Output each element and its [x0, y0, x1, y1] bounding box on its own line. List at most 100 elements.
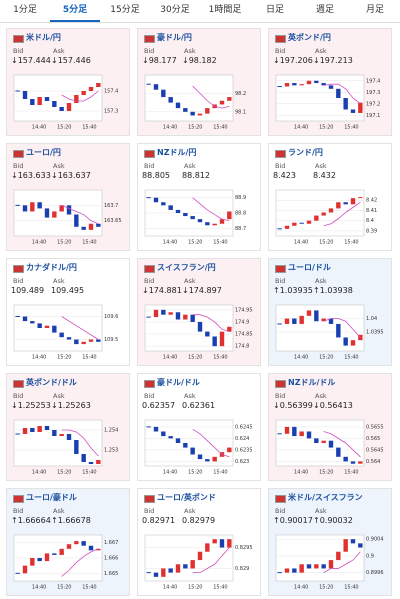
candle: [205, 331, 210, 337]
candle: [299, 315, 304, 324]
x-tick-label: 15:40: [82, 125, 96, 131]
y-tick-label: 0.8295: [235, 545, 253, 551]
tab[interactable]: 週足: [315, 5, 334, 15]
tab[interactable]: 30分足: [160, 5, 190, 15]
mini-chart: 98.1 98.2 14:40 15:20 15:40: [144, 74, 246, 131]
ask-label: Ask: [53, 277, 65, 285]
tab[interactable]: 5分足: [50, 0, 100, 22]
candle: [314, 80, 319, 84]
rate-panel: NZドル/ドル Bid Ask ↓0.56399 ↓0.56413 0.564 0.5645…: [268, 373, 392, 481]
candle: [161, 89, 166, 98]
candle: [321, 212, 326, 216]
moving-average: [192, 428, 230, 458]
candle: [22, 428, 28, 434]
candle: [314, 438, 319, 443]
tab[interactable]: 1分足: [13, 5, 37, 15]
candle: [44, 97, 50, 101]
y-tick-label: 0.624: [235, 436, 249, 442]
moving-average: [61, 90, 99, 102]
y-tick-label: 1.667: [104, 540, 118, 546]
x-tick-label: 15:40: [344, 240, 358, 246]
y-tick-label: 174.9: [235, 319, 249, 325]
pair-name[interactable]: 豪ドル/ドル: [157, 378, 200, 387]
candle: [284, 568, 290, 573]
candle: [88, 462, 94, 464]
ask-value: ↑0.90032: [313, 516, 353, 525]
plot-area: [13, 419, 103, 467]
pair-name[interactable]: スイスフラン/円: [157, 263, 216, 272]
candle: [37, 97, 42, 105]
y-tick-label: 0.5655: [366, 424, 384, 430]
pair-name[interactable]: ユーロ/英ポンド: [157, 493, 216, 502]
candle: [175, 564, 181, 573]
candle: [74, 95, 79, 103]
pair-name[interactable]: ユーロ/円: [26, 148, 61, 157]
x-tick-label: 14:40: [163, 355, 177, 361]
rate-panel: 英ポンド/円 Bid Ask ↓197.206 ↓197.213 197.1 197.2 19…: [268, 28, 392, 136]
pair-name[interactable]: 米ドル/スイスフラン: [288, 493, 363, 502]
pair-name[interactable]: NZドル/円: [157, 148, 197, 157]
pair-name[interactable]: NZドル/ドル: [288, 378, 336, 387]
mini-chart: 163.65 163.7 14:40 15:20 15:40: [13, 189, 122, 246]
pair-name[interactable]: カナダドル/円: [26, 263, 77, 272]
candle: [358, 334, 363, 341]
candle: [81, 226, 86, 230]
pair-name[interactable]: 英ポンド/円: [288, 33, 331, 42]
candle: [52, 553, 57, 555]
flag: [144, 265, 155, 273]
tab[interactable]: 月足: [365, 5, 384, 15]
candle: [321, 564, 326, 569]
rate-panel: 英ポンド/ドル Bid Ask ↓1.25253 ↓1.25263 1.253 1.254 1…: [6, 373, 130, 481]
flag: [144, 35, 155, 43]
candle: [183, 108, 188, 112]
pair-name[interactable]: ユーロ/豪ドル: [26, 493, 77, 502]
flag: [144, 150, 155, 158]
rate-panel: 米ドル/スイスフラン Bid Ask ↑0.90017 ↑0.90032 0.8996 0.…: [268, 488, 392, 596]
bid-label: Bid: [13, 507, 24, 515]
candle: [299, 84, 304, 86]
x-tick-label: 15:20: [319, 585, 333, 591]
x-tick-label: 15:20: [188, 470, 202, 476]
candle: [343, 202, 348, 205]
candle: [81, 454, 86, 462]
candle: [44, 553, 50, 562]
tab[interactable]: 1時間足: [208, 5, 242, 15]
pair-name[interactable]: 豪ドル/円: [157, 33, 192, 42]
pair-name[interactable]: ランド/円: [288, 148, 323, 157]
candle: [336, 551, 341, 561]
tab[interactable]: 日足: [265, 5, 284, 15]
mini-chart: 1.665 1.666 1.667 14:40 15:20 15:40: [13, 534, 118, 591]
candle: [292, 83, 297, 86]
bid-value: ↑1.66664: [11, 516, 51, 525]
ask-label: Ask: [184, 277, 196, 285]
y-tick-label: 1.665: [104, 571, 118, 577]
pair-name[interactable]: 英ポンド/ドル: [26, 378, 77, 387]
ask-label: Ask: [315, 507, 327, 515]
candle: [284, 225, 290, 229]
pair-name[interactable]: ユーロ/ドル: [288, 263, 331, 272]
candle: [197, 551, 203, 561]
x-tick-label: 14:40: [163, 470, 177, 476]
plot-area: [275, 304, 365, 352]
mini-chart: 0.564 0.5645 0.565 0.5655 14:40 15:20 15:40: [275, 419, 384, 476]
ask-label: Ask: [315, 47, 327, 55]
pair-name[interactable]: 米ドル/円: [26, 33, 61, 42]
candle: [153, 84, 159, 90]
candle: [161, 568, 166, 577]
candle: [212, 336, 217, 347]
tab[interactable]: 15分足: [110, 5, 140, 15]
plot-area: [275, 189, 365, 237]
x-tick-label: 15:40: [344, 585, 358, 591]
bid-label: Bid: [144, 507, 155, 515]
ask-label: Ask: [53, 162, 65, 170]
bid-value: ↓98.177: [142, 56, 177, 65]
flag: [144, 495, 155, 503]
candle: [197, 454, 203, 460]
plot-area: [275, 419, 365, 467]
candle: [96, 83, 101, 87]
candle: [30, 558, 35, 566]
y-tick-label: 163.7: [104, 203, 118, 209]
x-tick-label: 14:40: [294, 125, 308, 131]
bid-value: 0.62357: [142, 401, 176, 410]
